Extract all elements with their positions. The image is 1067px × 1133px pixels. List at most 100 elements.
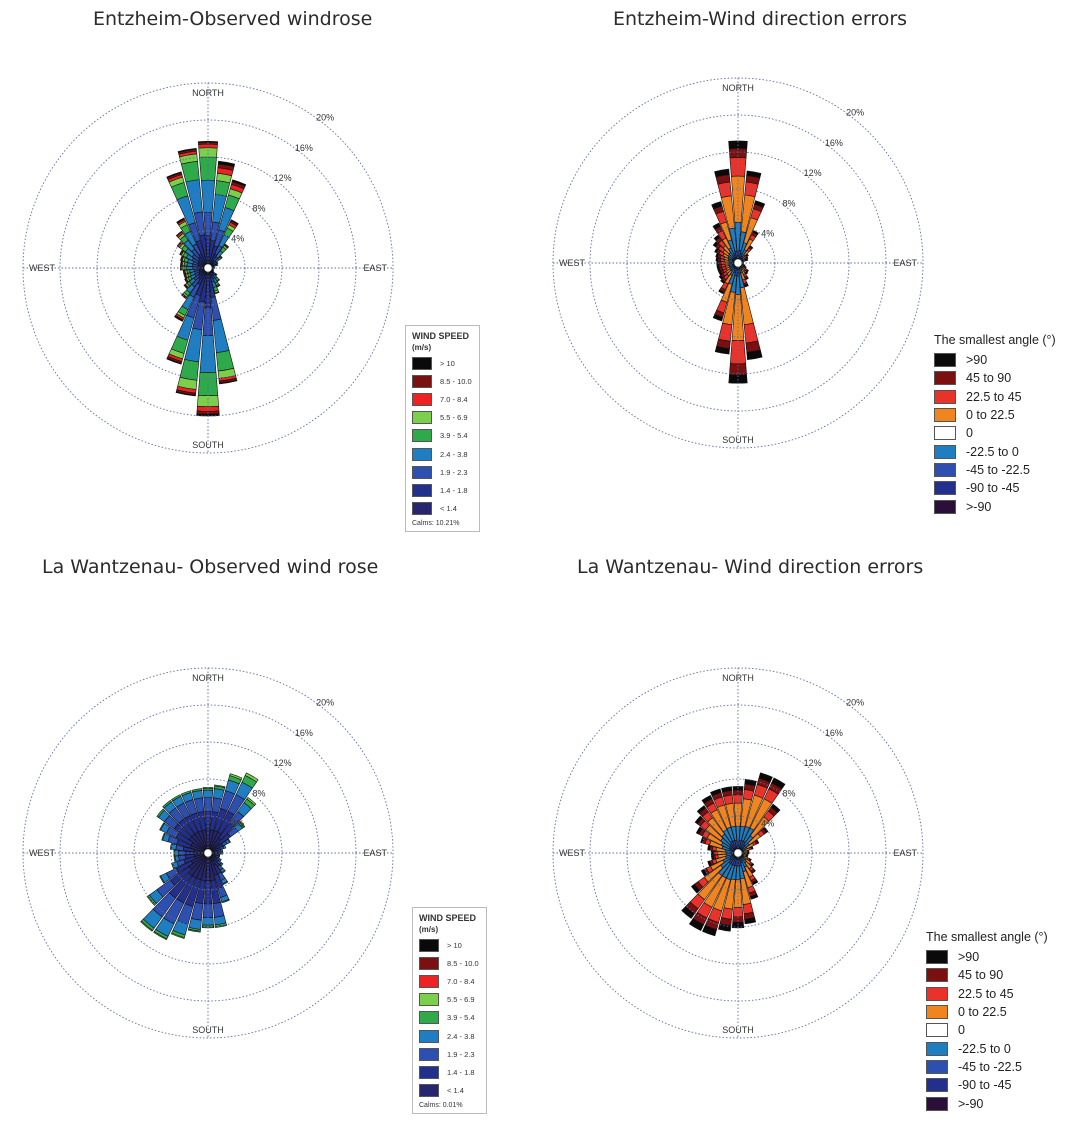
sector-segment [140,920,153,932]
legend-label: > 10 [440,358,455,368]
sector-segment [712,241,719,248]
legend-item: < 1.4 [419,1082,480,1100]
sector-segment [707,845,711,851]
legend-swatch [412,429,432,443]
legend-items: >90 45 to 90 22.5 to 45 0 to 22.5 0 -22.5 to … [926,948,1066,1113]
sector-segment [230,219,239,225]
sector-segment [166,171,182,179]
sector-segment [179,249,184,256]
sector-segment [751,869,756,874]
sector-segment [714,247,719,254]
legend-item: 1.9 - 2.3 [419,1045,480,1063]
sector-segment [771,777,786,790]
legend-label: 2.4 - 3.8 [440,449,468,459]
ring-label: 4% [761,819,774,829]
sector-segment [690,883,701,894]
sector-segment [221,898,230,904]
legend-swatch [926,1005,948,1020]
legend-label: -22.5 to 0 [958,1041,1011,1056]
sector-segment [153,931,168,941]
sector-segment [715,253,720,258]
sector-segment [749,245,754,249]
legend-item: 1.4 - 1.8 [419,1063,480,1081]
legend-item: 3.9 - 5.4 [419,1009,480,1027]
legend-label: 7.0 - 8.4 [440,394,468,404]
legend-item: 1.9 - 2.3 [412,463,473,481]
legend-item: >90 [926,948,1066,966]
legend-swatch [926,1096,948,1111]
sector-segment [221,869,226,874]
ring-label: 16% [825,728,843,738]
sector-segment [183,284,188,290]
sector-segment [749,893,759,900]
sector-segment [695,826,703,835]
sector-segment [219,862,224,867]
sector-segment [712,313,724,322]
legend-label: 45 to 90 [958,968,1004,983]
sector-segment [749,858,752,862]
sector-segment [746,253,749,257]
legend-item: 3.9 - 5.4 [412,427,473,445]
direction-label: EAST [893,258,917,268]
legend-swatch [926,950,948,965]
sector-segment [744,917,757,925]
sector-segment [212,901,225,918]
windrose-plot: 4% 8% 12% 16% 20% NORTH EAST SOUTH WEST [552,77,924,449]
legend-label: >90 [958,950,980,965]
legend-title-text: WIND SPEED [412,331,470,341]
ring-label: 20% [316,112,334,122]
sector-segment [197,140,219,143]
sector-segment [745,256,749,260]
sector-segment [212,318,230,354]
legend-swatch [934,353,956,368]
sector-segment [220,848,224,853]
sector-segment [758,772,773,783]
sector-segment [166,357,182,365]
legend-items: >90 45 to 90 22.5 to 45 0 to 22.5 0 -22.5 to … [934,351,1067,516]
legend-item: 5.5 - 6.9 [419,991,480,1009]
sector-segment [718,270,723,276]
legend-label: -90 to -45 [966,481,1020,496]
sector-segment [701,795,713,804]
sector-segment [229,773,243,781]
sector-segment [216,263,219,266]
legend-swatch [926,968,948,983]
legend-label: > 10 [447,940,462,950]
ring-label: 16% [825,138,843,148]
sector-segment [161,832,166,841]
legend-item: -45 to -22.5 [934,461,1067,479]
legend-item: 22.5 to 45 [934,388,1067,406]
legend-item: 0 to 22.5 [926,1003,1066,1021]
sector-segment [175,391,196,397]
legend-swatch [412,483,432,497]
sector-segment [184,278,188,284]
sector-segment [180,160,200,183]
legend-item: 2.4 - 3.8 [412,445,473,463]
sector-segment [196,413,220,417]
legend-title: WIND SPEED (m/s) [412,330,473,354]
legend-title: WIND SPEED (m/s) [419,912,480,936]
windrose-plot: 4% 8% 12% 16% 20% NORTH EAST SOUTH WEST [22,82,394,454]
sector-segment [770,803,781,814]
calms-label: Calms: 0.01% [419,1101,463,1109]
sector-segment [747,849,750,853]
sector-segment [715,257,719,262]
sector-segment [746,349,763,360]
legend-label: 1.9 - 2.3 [440,467,468,477]
legend-label: < 1.4 [447,1086,464,1096]
legend-label: 0 to 22.5 [958,1005,1007,1020]
sector-segment [182,270,186,275]
legend-label: -22.5 to 0 [966,444,1019,459]
legend-label: 1.9 - 2.3 [447,1049,475,1059]
legend-swatch [926,1078,948,1093]
legend-items: > 10 8.5 - 10.0 7.0 - 8.4 5.5 - 6.9 3.9 - 5.… [412,354,473,518]
legend-item: 0 [934,424,1067,442]
ring-label: 12% [804,168,822,178]
grid: 4% 8% 12% 16% 20% NORTH EAST SOUTH WEST [22,667,394,1039]
direction-label: WEST [559,848,586,858]
legend-item: >-90 [926,1094,1066,1112]
sector-segment [217,160,236,168]
sectors [140,772,259,941]
legend-item: > 10 [419,936,480,954]
legend-item: -90 to -45 [934,479,1067,497]
